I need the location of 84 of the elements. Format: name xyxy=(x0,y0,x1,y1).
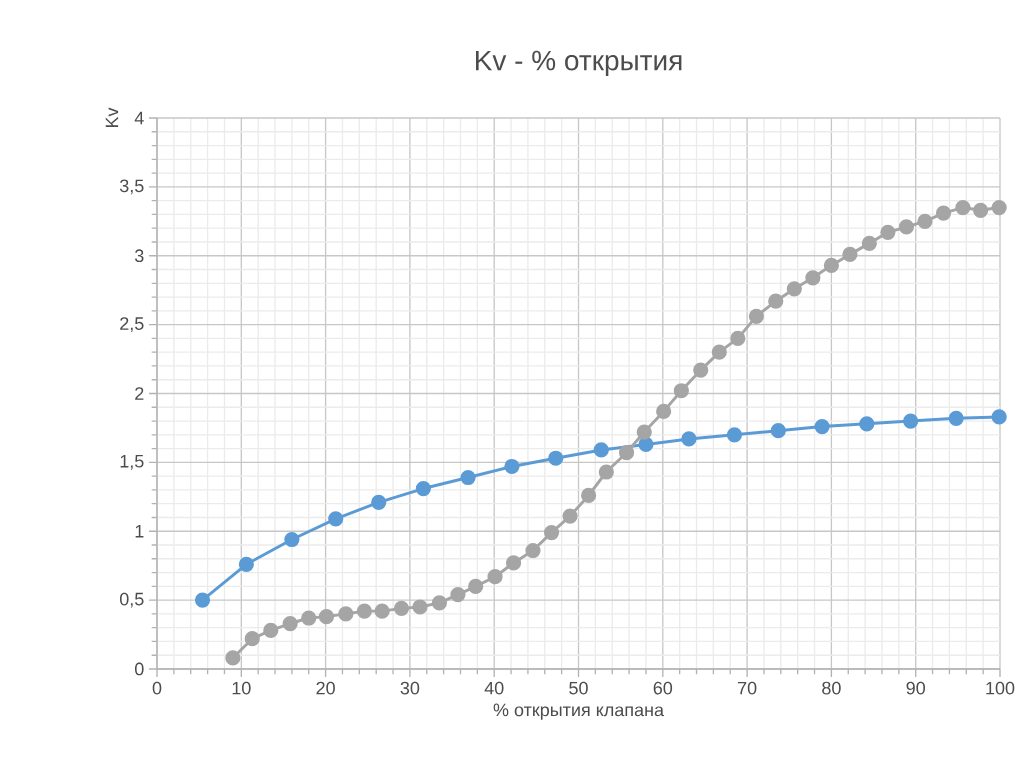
point xyxy=(805,270,821,286)
point xyxy=(955,199,971,216)
point xyxy=(581,487,597,504)
point xyxy=(898,219,915,235)
point xyxy=(468,578,484,594)
y-tick-label: 3,5 xyxy=(119,179,144,195)
point xyxy=(593,442,609,458)
y-tick-label: 0 xyxy=(135,662,144,676)
x-tick-label: 100 xyxy=(986,681,1015,695)
point xyxy=(282,615,298,632)
point xyxy=(638,436,654,453)
point xyxy=(859,416,875,432)
point xyxy=(450,587,466,603)
point xyxy=(861,235,877,251)
point xyxy=(415,480,431,497)
point xyxy=(842,246,858,262)
x-tick-label: 70 xyxy=(738,681,757,695)
y-tick-label: 3 xyxy=(134,249,144,263)
point xyxy=(431,595,448,611)
point xyxy=(225,650,241,666)
point xyxy=(318,609,335,625)
point xyxy=(693,362,709,378)
point xyxy=(948,410,964,426)
point xyxy=(618,445,635,461)
point xyxy=(284,531,300,548)
point xyxy=(504,458,520,475)
point xyxy=(786,281,802,297)
chart-title: Kv - % открытия xyxy=(476,50,682,76)
point xyxy=(973,202,989,218)
y-tick-label: 1 xyxy=(135,525,144,538)
point xyxy=(356,603,372,619)
x-tick-label: 20 xyxy=(316,681,335,695)
point xyxy=(814,418,830,435)
x-tick-label: 40 xyxy=(484,681,504,695)
point xyxy=(748,308,764,324)
point xyxy=(562,508,578,524)
y-tick-label: 2 xyxy=(135,387,144,400)
point xyxy=(543,525,560,541)
point xyxy=(711,344,727,360)
x-tick-label: 50 xyxy=(569,681,588,695)
point xyxy=(768,293,784,309)
x-tick-label: 30 xyxy=(400,681,420,695)
point xyxy=(673,383,689,399)
y-tick-label: 2,5 xyxy=(120,317,144,333)
point xyxy=(487,569,503,585)
point xyxy=(548,450,564,466)
point xyxy=(194,592,211,608)
point xyxy=(917,213,933,229)
point xyxy=(263,622,279,639)
x-tick-label: 0 xyxy=(152,681,162,695)
x-tick-label: 90 xyxy=(906,681,925,695)
point xyxy=(681,431,697,447)
x-axis-title: % открытия клапана xyxy=(493,703,665,720)
point xyxy=(525,542,541,559)
point xyxy=(726,427,743,443)
point xyxy=(338,606,354,622)
y-tick-label: 1,5 xyxy=(120,455,144,470)
point xyxy=(656,403,672,419)
point xyxy=(636,424,652,440)
point xyxy=(412,599,428,615)
point xyxy=(238,556,254,572)
y-tick-label: 4 xyxy=(134,111,144,125)
x-tick-label: 80 xyxy=(822,681,841,695)
point xyxy=(903,413,919,429)
point xyxy=(301,610,317,626)
point xyxy=(460,469,476,486)
point xyxy=(991,199,1007,216)
y-tick-label: 0,5 xyxy=(119,592,144,608)
point xyxy=(935,205,952,221)
x-tick-label: 60 xyxy=(653,681,673,695)
point xyxy=(374,603,390,619)
point xyxy=(505,555,522,571)
point xyxy=(371,494,387,510)
point xyxy=(328,511,344,527)
point xyxy=(393,600,410,616)
point xyxy=(244,631,260,647)
point xyxy=(770,423,786,439)
point xyxy=(598,464,614,480)
y-axis-title: Kv xyxy=(105,107,119,128)
x-tick-label: 10 xyxy=(232,681,251,695)
point xyxy=(991,409,1007,425)
point xyxy=(823,257,839,273)
point xyxy=(730,330,746,346)
point xyxy=(880,224,896,240)
